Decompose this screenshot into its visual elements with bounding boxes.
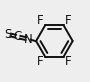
Text: C: C [14,30,22,43]
Text: F: F [65,14,72,26]
Text: F: F [65,56,72,68]
Text: N: N [24,33,32,46]
Text: F: F [37,14,43,26]
Text: S: S [5,28,12,41]
Text: F: F [37,56,43,68]
